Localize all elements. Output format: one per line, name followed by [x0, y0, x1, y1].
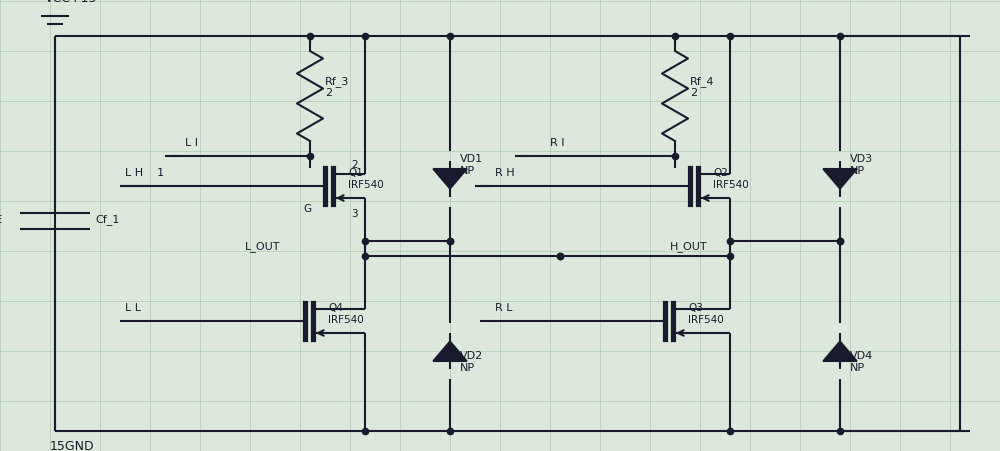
Text: Rf_3
2: Rf_3 2 [325, 76, 349, 98]
Text: Q4
IRF540: Q4 IRF540 [328, 303, 364, 324]
Text: VD3
NP: VD3 NP [850, 154, 873, 175]
Polygon shape [433, 170, 467, 189]
Text: L_OUT: L_OUT [245, 241, 281, 252]
Text: 3: 3 [351, 208, 358, 219]
Text: 15GND: 15GND [50, 440, 95, 451]
Text: VCC+15: VCC+15 [45, 0, 98, 5]
Text: Rf_4
2: Rf_4 2 [690, 76, 714, 98]
Text: 4700uE: 4700uE [0, 215, 2, 225]
Text: R L: R L [495, 302, 512, 312]
Text: R H: R H [495, 168, 515, 178]
Polygon shape [823, 341, 857, 361]
Text: Q2
IRF540: Q2 IRF540 [713, 168, 749, 189]
Text: VD4
NP: VD4 NP [850, 350, 873, 372]
Text: Q3
IRF540: Q3 IRF540 [688, 303, 724, 324]
Text: Q1
IRF540: Q1 IRF540 [348, 168, 384, 189]
Polygon shape [433, 341, 467, 361]
Text: L I: L I [185, 138, 198, 147]
Text: 2: 2 [351, 160, 358, 170]
Text: VD2
NP: VD2 NP [460, 350, 483, 372]
Text: H_OUT: H_OUT [670, 241, 708, 252]
Text: G: G [303, 203, 311, 213]
Text: L L: L L [125, 302, 141, 312]
Text: L H    1: L H 1 [125, 168, 164, 178]
Text: R I: R I [550, 138, 564, 147]
Text: Cf_1: Cf_1 [95, 214, 119, 225]
Polygon shape [823, 170, 857, 189]
Text: VD1
NP: VD1 NP [460, 154, 483, 175]
